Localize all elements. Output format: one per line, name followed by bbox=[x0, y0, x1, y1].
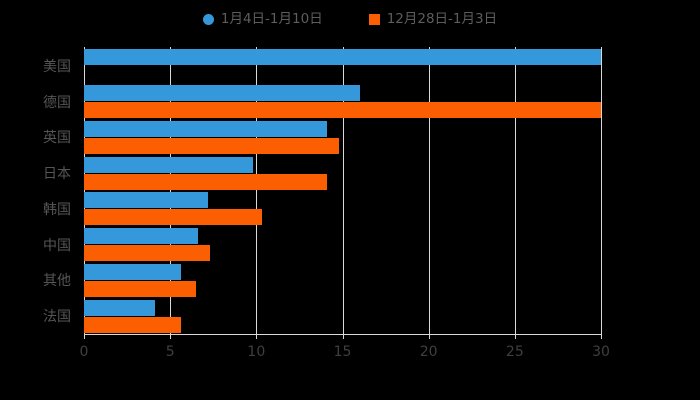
category-row: 其他 bbox=[43, 263, 600, 299]
category-row: 韩国 bbox=[43, 191, 600, 227]
legend-label-series-2: 12月28日-1月3日 bbox=[386, 11, 498, 27]
bar-series-1[interactable] bbox=[84, 228, 198, 245]
legend-item-series-1[interactable]: 1月4日-1月10日 bbox=[202, 11, 323, 27]
bar-series-1[interactable] bbox=[84, 120, 327, 137]
gridline-10 bbox=[256, 47, 258, 334]
y-axis-category-label: 英国 bbox=[43, 130, 71, 147]
x-tick-label-10: 10 bbox=[247, 344, 266, 360]
bar-series-1[interactable] bbox=[84, 49, 601, 66]
x-tick-mark-25 bbox=[514, 334, 516, 339]
legend-marker-circle-icon bbox=[202, 14, 214, 26]
gridline-5 bbox=[170, 47, 172, 334]
x-tick-mark-30 bbox=[601, 334, 602, 339]
x-tick-mark-5 bbox=[170, 334, 172, 339]
y-axis-category-label: 日本 bbox=[43, 166, 71, 183]
gridline-25 bbox=[514, 47, 516, 334]
gridline-20 bbox=[428, 47, 430, 334]
y-axis-category-label: 法国 bbox=[43, 309, 71, 326]
y-axis-category-label: 美国 bbox=[43, 58, 71, 75]
y-axis-category-label: 德国 bbox=[43, 94, 71, 111]
category-row: 法国 bbox=[43, 298, 600, 334]
x-tick-label-25: 25 bbox=[505, 344, 524, 360]
category-row: 德国 bbox=[43, 84, 601, 120]
bar-series-2[interactable] bbox=[84, 245, 210, 262]
bar-series-2[interactable] bbox=[84, 280, 197, 297]
bar-series-1[interactable] bbox=[84, 299, 155, 316]
x-tick-label-15: 15 bbox=[333, 344, 352, 360]
bar-series-1[interactable] bbox=[84, 263, 181, 280]
bar-series-2[interactable] bbox=[84, 173, 327, 190]
bar-series-2[interactable] bbox=[84, 316, 181, 333]
bar-series-2[interactable] bbox=[84, 209, 262, 226]
x-tick-mark-10 bbox=[256, 334, 258, 339]
bar-series-2[interactable] bbox=[84, 102, 601, 119]
legend-label-series-1: 1月4日-1月10日 bbox=[220, 11, 323, 27]
category-row: 英国 bbox=[43, 120, 600, 156]
bar-series-1[interactable] bbox=[84, 156, 253, 173]
y-axis-line bbox=[84, 47, 85, 335]
x-tick-mark-0 bbox=[84, 334, 85, 339]
gridline-30 bbox=[601, 47, 602, 334]
plot-area: 0 5 10 15 20 25 30 美国德国英国日本韩国中国其他法国 bbox=[43, 47, 610, 360]
x-tick-mark-15 bbox=[342, 334, 344, 339]
x-tick-label-30: 30 bbox=[592, 344, 610, 360]
legend-marker-square-icon bbox=[368, 14, 380, 26]
x-tick-label-20: 20 bbox=[419, 344, 438, 360]
category-row: 美国 bbox=[43, 48, 601, 84]
bar-series-1[interactable] bbox=[84, 85, 360, 102]
bar-series-1[interactable] bbox=[84, 192, 209, 209]
x-tick-label-5: 5 bbox=[165, 344, 175, 360]
legend-item-series-2[interactable]: 12月28日-1月3日 bbox=[368, 11, 498, 27]
y-axis-category-label: 韩国 bbox=[43, 201, 71, 218]
category-row: 中国 bbox=[43, 227, 600, 263]
chart-legend: 1月4日-1月10日 12月28日-1月3日 bbox=[0, 11, 700, 27]
category-row: 日本 bbox=[43, 155, 600, 191]
gridline-15 bbox=[342, 47, 344, 334]
bar-series-2[interactable] bbox=[84, 137, 340, 154]
x-tick-label-0: 0 bbox=[79, 344, 89, 360]
y-axis-category-label: 中国 bbox=[43, 237, 71, 254]
x-tick-mark-20 bbox=[428, 334, 430, 339]
y-axis-category-label: 其他 bbox=[43, 273, 71, 290]
